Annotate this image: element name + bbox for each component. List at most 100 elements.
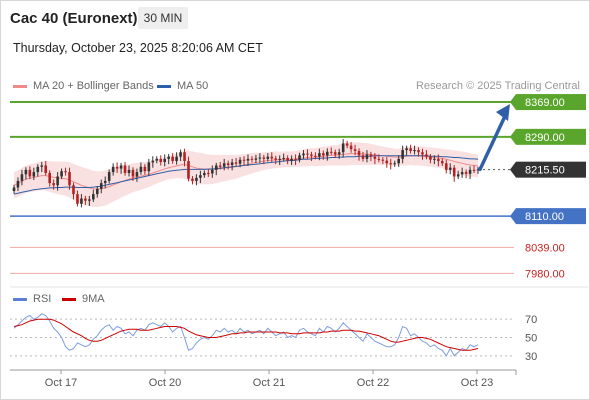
candle-body — [393, 163, 397, 165]
candle-body — [92, 194, 95, 200]
instrument-title: Cac 40 (Euronext) — [10, 10, 138, 27]
ma50-swatch — [157, 84, 171, 88]
candle-body — [167, 156, 170, 159]
candle-body — [191, 178, 194, 181]
candle-body — [369, 154, 373, 157]
candle-body — [16, 180, 20, 188]
candle-body — [84, 198, 87, 201]
candle-body — [266, 156, 270, 159]
legend-9ma-label: 9MA — [82, 293, 105, 305]
candle-body — [389, 163, 393, 165]
x-tick-label-1: Oct 20 — [149, 377, 181, 389]
candle-body — [222, 163, 226, 167]
candle-body — [163, 158, 167, 162]
candle-body — [72, 185, 75, 195]
projection-arrow — [478, 112, 508, 172]
candle-body — [278, 158, 282, 160]
rsi-tick-0: 70 — [525, 314, 537, 326]
candle-body — [306, 153, 309, 155]
credit-text: Research © 2025 Trading Central — [415, 80, 580, 92]
rsi-swatch — [13, 297, 27, 301]
bollinger-band — [14, 142, 478, 208]
x-tick-label-0: Oct 17 — [45, 377, 77, 389]
candle-body — [230, 162, 234, 166]
rsi-tick-1: 50 — [525, 333, 537, 345]
candle-body — [135, 172, 139, 177]
candle-body — [401, 150, 404, 159]
level-tag-1 — [516, 128, 586, 145]
candle-body — [246, 158, 250, 161]
candle-body — [472, 169, 476, 171]
legend-ma50: MA 50 — [157, 80, 208, 92]
candle-body — [234, 162, 238, 164]
candle-body — [242, 159, 246, 161]
candle-body — [318, 153, 321, 157]
candle-body — [179, 152, 182, 157]
ma9-line — [13, 318, 479, 351]
candle-body — [250, 158, 254, 160]
ma20-swatch — [13, 84, 27, 88]
candle-body — [322, 153, 325, 156]
candle-body — [345, 143, 349, 146]
candle-body — [258, 157, 262, 159]
candle-body — [44, 165, 48, 173]
timeframe-button[interactable]: 30 MIN — [138, 7, 188, 29]
candle-body — [155, 158, 159, 161]
candle-body — [151, 160, 155, 163]
candle-body — [203, 172, 206, 176]
level-tag-2 — [516, 161, 586, 178]
candle-body — [310, 154, 313, 156]
timestamp: Thursday, October 23, 2025 8:20:06 AM CE… — [13, 41, 263, 55]
legend-rsi: RSI — [13, 293, 51, 305]
candle-body — [429, 156, 432, 160]
candle-body — [28, 169, 32, 177]
candle-body — [171, 156, 174, 162]
candle-body — [238, 159, 242, 164]
candle-body — [32, 172, 36, 177]
candle-body — [314, 155, 317, 157]
candle-body — [64, 171, 67, 173]
candle-body — [20, 174, 24, 181]
ma50-line — [13, 155, 479, 195]
candle-body — [373, 156, 377, 159]
candle-body — [325, 151, 329, 156]
level-tag-pointer-0 — [510, 94, 516, 111]
candle-body — [282, 157, 285, 159]
candle-body — [12, 187, 16, 192]
candle-body — [421, 152, 424, 155]
candle-body — [88, 199, 91, 201]
candle-body — [123, 165, 127, 173]
candle-body — [329, 151, 333, 153]
candle-body — [290, 158, 293, 161]
level-label-1: 8290.00 — [525, 132, 565, 144]
candle-body — [333, 152, 337, 155]
candle-body — [115, 166, 119, 169]
candle-body — [52, 183, 55, 186]
legend-rsi-label: RSI — [33, 293, 52, 305]
candle-body — [214, 165, 218, 170]
rsi-tick-2: 30 — [525, 351, 537, 363]
candle-body — [381, 159, 385, 161]
legend-ma20: MA 20 + Bollinger Bands — [13, 80, 154, 92]
candle-body — [143, 166, 147, 172]
x-tick-label-3: Oct 22 — [357, 377, 389, 389]
candle-body — [452, 167, 456, 177]
candle-body — [444, 163, 448, 170]
candle-body — [187, 161, 190, 179]
candle-body — [409, 148, 412, 151]
legend-9ma: 9MA — [62, 293, 105, 305]
candle-body — [76, 194, 79, 204]
candle-body — [254, 158, 258, 160]
candle-body — [24, 169, 28, 175]
candle-body — [460, 172, 464, 175]
candle-body — [448, 167, 452, 170]
candle-body — [218, 165, 222, 167]
candle-body — [60, 171, 63, 177]
candle-body — [103, 180, 107, 184]
level-tag-0 — [516, 94, 586, 111]
level-label-2: 8215.50 — [525, 165, 565, 177]
candle-body — [302, 153, 305, 156]
level-label-3: 8110.00 — [525, 211, 564, 223]
level-tag-pointer-2 — [510, 161, 516, 178]
candle-body — [48, 172, 51, 184]
